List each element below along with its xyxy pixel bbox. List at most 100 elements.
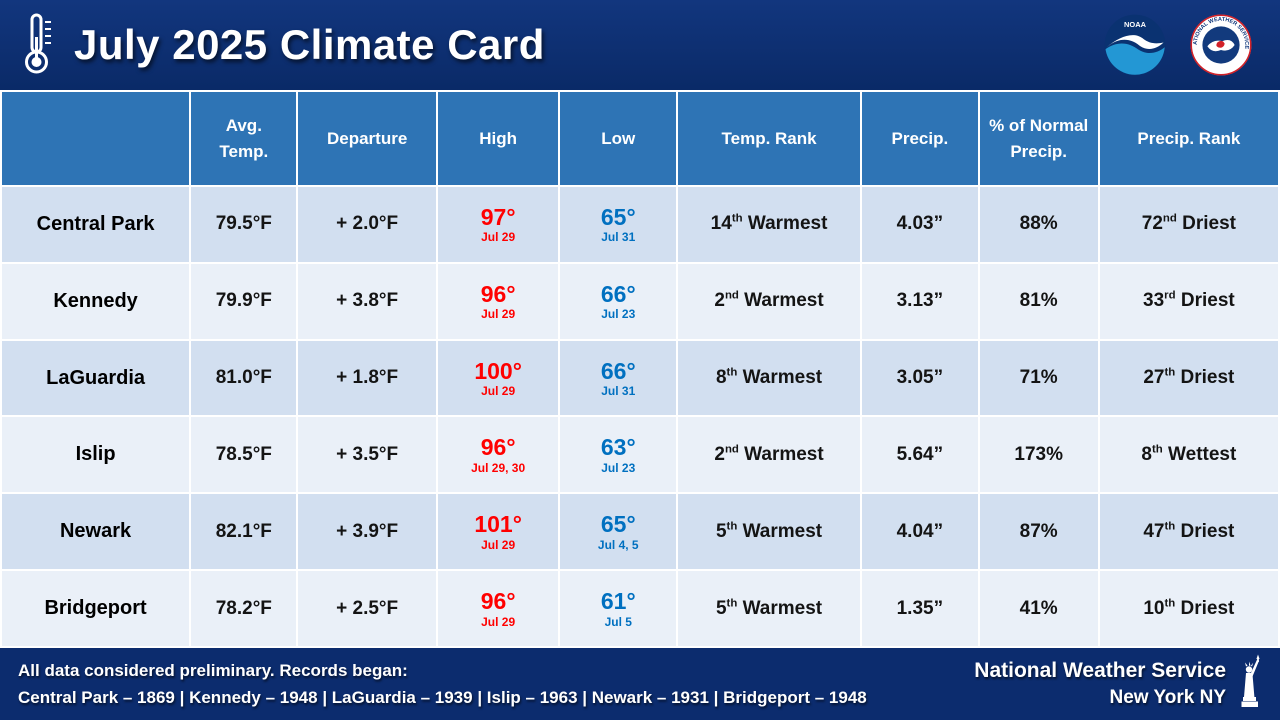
table-row: Newark 82.1°F + 3.9°F 101° Jul 29 65° Jul 4, 5… — [0, 492, 1280, 572]
precip-rank-label: Driest — [1180, 597, 1235, 619]
low-temp-cell: 61° Jul 5 — [558, 569, 679, 648]
temp-rank-suffix: th — [726, 366, 738, 379]
footer-org-block: National Weather Service New York NY — [974, 653, 1262, 716]
high-temp-cell: 96° Jul 29 — [435, 569, 561, 648]
temp-rank-suffix: nd — [724, 289, 739, 302]
footer-org-name: National Weather Service — [974, 659, 1226, 682]
footer-office-name: New York NY — [1109, 687, 1226, 709]
high-value: 96° — [480, 434, 516, 461]
low-date: Jul 4, 5 — [597, 537, 639, 552]
station-name: Central Park — [0, 185, 192, 264]
temp-rank-number: 8 — [715, 367, 727, 389]
avg-temp-cell: 79.9°F — [189, 261, 299, 341]
column-header-1: Avg. Temp. — [189, 90, 299, 187]
precip-rank-suffix: nd — [1162, 213, 1177, 226]
temp-rank-suffix: th — [726, 520, 738, 533]
low-temp-cell: 66° Jul 31 — [558, 338, 679, 418]
pct-normal-cell: 81% — [977, 261, 1100, 341]
nws-logo-icon: NATIONAL WEATHER SERVICE — [1188, 10, 1252, 76]
departure-cell: + 3.9°F — [296, 492, 438, 572]
pct-normal-cell: 71% — [977, 338, 1100, 418]
avg-temp-cell: 78.5°F — [189, 415, 299, 495]
pct-normal-cell: 173% — [977, 415, 1100, 495]
precip-rank-number: 72 — [1141, 213, 1163, 235]
low-temp-cell: 66° Jul 23 — [558, 261, 679, 341]
temp-rank-number: 5 — [715, 520, 727, 542]
precip-rank-suffix: th — [1152, 443, 1163, 456]
temp-rank-cell: 8th Warmest — [676, 338, 863, 418]
temp-rank-label: Warmest — [744, 290, 824, 312]
high-temp-cell: 97° Jul 29 — [435, 185, 561, 264]
precip-cell: 1.35” — [860, 569, 980, 648]
precip-rank-cell: 8th Wettest — [1097, 415, 1280, 495]
climate-table: Avg. Temp. Departure High Low Temp. Rank Prec… — [0, 90, 1280, 648]
departure-cell: + 3.8°F — [296, 261, 438, 341]
table-row: Kennedy 79.9°F + 3.8°F 96° Jul 29 66° Jul 23 2n… — [0, 261, 1280, 341]
column-header-2: Departure — [296, 90, 438, 187]
table-row: Central Park 79.5°F + 2.0°F 97° Jul 29 65° Jul… — [0, 185, 1280, 264]
low-value: 65° — [600, 204, 636, 230]
low-date: Jul 5 — [604, 614, 632, 629]
temp-rank-cell: 2nd Warmest — [676, 261, 863, 341]
temp-rank-label: Warmest — [742, 597, 823, 619]
footer-preliminary-note: All data considered preliminary. Records… — [18, 660, 408, 680]
logo-group: NOAA NATIONAL WEATHER SERVICE — [1104, 10, 1260, 76]
precip-cell: 3.13” — [860, 261, 980, 341]
high-date: Jul 29 — [481, 230, 516, 245]
high-value: 97° — [480, 204, 516, 230]
temp-rank-number: 14 — [710, 213, 732, 235]
avg-temp-cell: 81.0°F — [189, 338, 299, 418]
temp-rank-label: Warmest — [747, 213, 828, 235]
temp-rank-number: 2 — [714, 443, 725, 465]
station-name: LaGuardia — [0, 338, 192, 418]
precip-rank-label: Driest — [1180, 290, 1235, 312]
precip-cell: 4.03” — [860, 185, 980, 264]
low-temp-cell: 63° Jul 23 — [558, 415, 679, 495]
precip-rank-number: 27 — [1143, 367, 1165, 389]
noaa-logo-icon: NOAA — [1104, 14, 1166, 76]
high-temp-cell: 101° Jul 29 — [435, 492, 561, 572]
high-value: 96° — [480, 280, 516, 307]
temp-rank-cell: 2nd Warmest — [676, 415, 863, 495]
avg-temp-cell: 78.2°F — [189, 569, 299, 648]
departure-cell: + 3.5°F — [296, 415, 438, 495]
pct-normal-cell: 41% — [977, 569, 1100, 648]
temp-rank-label: Warmest — [742, 367, 823, 389]
footer-records-line: Central Park – 1869 | Kennedy – 1948 | L… — [18, 688, 867, 707]
precip-rank-cell: 47th Driest — [1097, 492, 1280, 572]
temp-rank-cell: 5th Warmest — [676, 569, 863, 648]
page-title: July 2025 Climate Card — [74, 21, 545, 68]
precip-rank-number: 33 — [1143, 290, 1165, 312]
precip-rank-cell: 27th Driest — [1097, 338, 1280, 418]
low-date: Jul 31 — [601, 230, 636, 245]
precip-rank-cell: 10th Driest — [1097, 569, 1280, 648]
temp-rank-label: Warmest — [744, 443, 824, 465]
column-header-4: Low — [558, 90, 679, 187]
column-header-7: % of Normal Precip. — [977, 90, 1100, 187]
low-value: 66° — [600, 280, 636, 307]
temp-rank-number: 5 — [715, 597, 727, 619]
station-name: Islip — [0, 415, 192, 495]
column-header-6: Precip. — [860, 90, 980, 187]
high-value: 96° — [480, 588, 516, 615]
low-temp-cell: 65° Jul 4, 5 — [558, 492, 679, 572]
precip-rank-suffix: rd — [1164, 289, 1176, 302]
departure-cell: + 1.8°F — [296, 338, 438, 418]
temp-rank-suffix: th — [726, 597, 738, 610]
precip-rank-label: Wettest — [1168, 443, 1237, 465]
precip-rank-cell: 33rd Driest — [1097, 261, 1280, 341]
precip-rank-label: Driest — [1182, 213, 1236, 235]
column-header-3: High — [435, 90, 561, 187]
high-date: Jul 29 — [481, 384, 516, 399]
pct-normal-cell: 87% — [977, 492, 1100, 572]
high-date: Jul 29 — [481, 614, 516, 629]
footer-bar: All data considered preliminary. Records… — [0, 648, 1280, 720]
high-value: 101° — [474, 511, 522, 538]
low-value: 63° — [600, 434, 636, 461]
low-date: Jul 23 — [601, 307, 636, 322]
high-date: Jul 29 — [481, 307, 516, 322]
high-temp-cell: 100° Jul 29 — [435, 338, 561, 418]
temp-rank-cell: 5th Warmest — [676, 492, 863, 572]
precip-rank-label: Driest — [1180, 520, 1235, 542]
